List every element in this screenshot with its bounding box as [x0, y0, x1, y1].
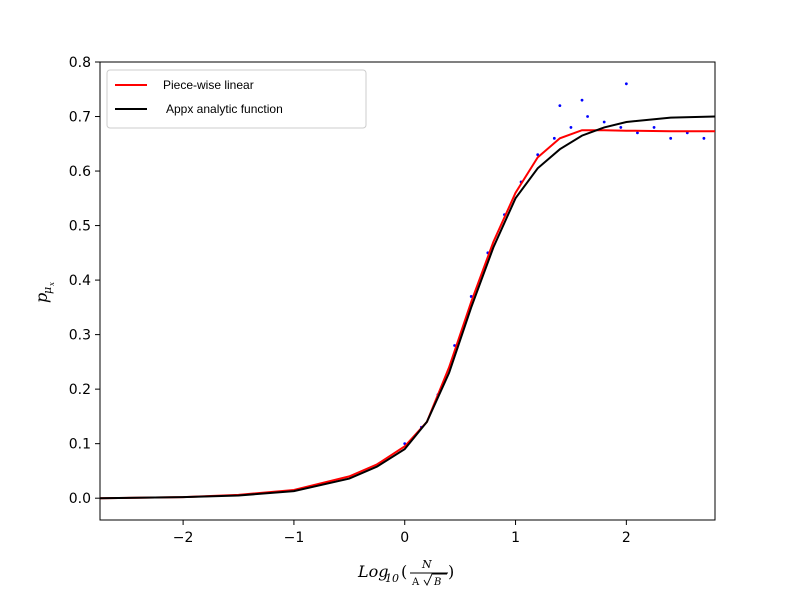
scatter-point — [536, 153, 540, 157]
y-axis-ticks: 0.0 0.1 0.2 0.3 0.4 0.5 0.6 0.7 0.8 — [69, 55, 100, 507]
y-tick-label: 0.4 — [69, 273, 91, 289]
x-tick-label: −2 — [173, 530, 194, 546]
y-tick-label: 0.8 — [69, 55, 91, 71]
scatter-point — [552, 136, 556, 140]
scatter-points — [403, 82, 706, 446]
y-tick-label: 0.3 — [69, 328, 91, 344]
scatter-point — [624, 82, 628, 86]
scatter-point — [580, 98, 584, 102]
plot-area: −2 −1 0 1 2 0.0 0.1 0.2 0.3 0.4 0.5 0.6 0.7 0.8 — [69, 55, 716, 546]
x-tick-label: −1 — [284, 530, 305, 546]
x-label-main: Log — [357, 562, 389, 581]
x-label-sub: 10 — [385, 572, 399, 585]
scatter-point — [636, 131, 639, 135]
scatter-point — [558, 104, 562, 108]
scatter-point — [619, 126, 623, 129]
y-tick-label: 0.0 — [69, 491, 91, 507]
scatter-point — [602, 120, 606, 124]
x-label-denominator-a: A — [411, 577, 420, 588]
y-tick-label: 0.2 — [69, 382, 91, 398]
legend-label-analytic: Appx analytic function — [166, 102, 283, 116]
y-tick-label: 0.7 — [69, 110, 91, 126]
y-axis-label: p μ x — [32, 282, 56, 303]
x-label-numerator: N — [421, 558, 432, 571]
y-tick-label: 0.1 — [69, 437, 91, 453]
scatter-point — [702, 136, 706, 140]
x-tick-label: 0 — [400, 530, 409, 546]
y-tick-label: 0.6 — [69, 164, 91, 180]
x-axis-label: Log 10 ( N A B ) — [357, 558, 454, 588]
x-tick-label: 2 — [622, 530, 631, 546]
y-label-main: p — [32, 293, 51, 303]
plot-frame — [99, 61, 716, 521]
x-label-denominator-b: B — [433, 577, 441, 588]
y-label-subsub: x — [48, 282, 56, 286]
x-tick-label: 1 — [511, 530, 520, 546]
x-label-open: ( — [401, 562, 407, 581]
scatter-point — [569, 126, 573, 129]
scatter-point — [652, 126, 656, 129]
x-label-close: ) — [448, 562, 454, 581]
scatter-point — [586, 115, 589, 118]
legend-box — [106, 69, 367, 129]
series-lines — [99, 115, 716, 500]
y-tick-label: 0.5 — [69, 219, 91, 235]
scatter-point — [669, 136, 673, 140]
analytic-function-line — [99, 115, 716, 500]
y-label-sub: μ — [41, 287, 54, 294]
legend-label-piecewise: Piece-wise linear — [163, 78, 254, 92]
x-axis-ticks: −2 −1 0 1 2 — [173, 520, 631, 546]
legend: Piece-wise linear Appx analytic function — [106, 69, 367, 129]
piecewise-linear-line — [99, 129, 715, 500]
sqrt-icon — [423, 573, 447, 586]
